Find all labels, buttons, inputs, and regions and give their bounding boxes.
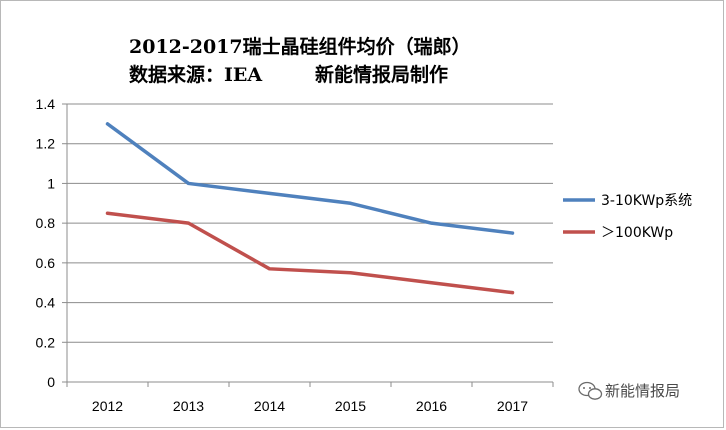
watermark-label: 新能情报局 bbox=[605, 382, 680, 400]
data-point bbox=[268, 191, 271, 195]
data-point bbox=[430, 221, 433, 225]
data-point bbox=[349, 201, 352, 205]
series-lines bbox=[105, 122, 515, 295]
data-point bbox=[511, 231, 514, 235]
data-point bbox=[430, 281, 433, 285]
legend-label-1: 3-10KWp系统 bbox=[601, 193, 692, 209]
data-point bbox=[349, 271, 352, 275]
x-tick-label: 2012 bbox=[92, 398, 123, 414]
data-point bbox=[187, 181, 190, 185]
watermark: 新能情报局 bbox=[578, 381, 680, 400]
series-line-2 bbox=[105, 211, 515, 295]
y-tick-label: 0.8 bbox=[36, 215, 56, 231]
legend-label-2: ＞100KWp bbox=[601, 225, 673, 241]
legend: 3-10KWp系统 ＞100KWp bbox=[563, 193, 692, 241]
x-tick-label: 2015 bbox=[335, 398, 366, 414]
y-tick-labels: 0 0.2 0.4 0.6 0.8 1 1.2 1.4 bbox=[36, 96, 56, 390]
x-tick-label: 2014 bbox=[254, 398, 285, 414]
y-tick-label: 1 bbox=[47, 175, 55, 191]
data-point bbox=[106, 211, 109, 215]
y-tick-label: 1.4 bbox=[36, 96, 56, 112]
data-point bbox=[106, 122, 109, 126]
gridlines bbox=[67, 103, 553, 343]
data-point bbox=[187, 221, 190, 225]
x-tick-labels: 2012 2013 2014 2015 2016 2017 bbox=[92, 398, 528, 414]
x-tick-label: 2016 bbox=[416, 398, 447, 414]
y-tick-label: 0.6 bbox=[36, 255, 56, 271]
data-point bbox=[268, 267, 271, 271]
y-tick-label: 1.2 bbox=[36, 136, 56, 152]
chart-source: 数据来源：IEA bbox=[129, 63, 262, 86]
y-tick-label: 0.2 bbox=[36, 334, 56, 350]
series-line-1 bbox=[105, 122, 515, 235]
x-tick-label: 2017 bbox=[497, 398, 528, 414]
y-tick-label: 0.4 bbox=[36, 295, 56, 311]
axes bbox=[62, 103, 554, 387]
data-point bbox=[511, 291, 514, 295]
y-tick-label: 0 bbox=[47, 374, 55, 390]
chart-author: 新能情报局制作 bbox=[315, 63, 448, 86]
wechat-icon bbox=[578, 381, 603, 400]
x-tick-label: 2013 bbox=[173, 398, 204, 414]
chart-title: 2012-2017瑞士晶硅组件均价（瑞郎） bbox=[129, 35, 471, 58]
